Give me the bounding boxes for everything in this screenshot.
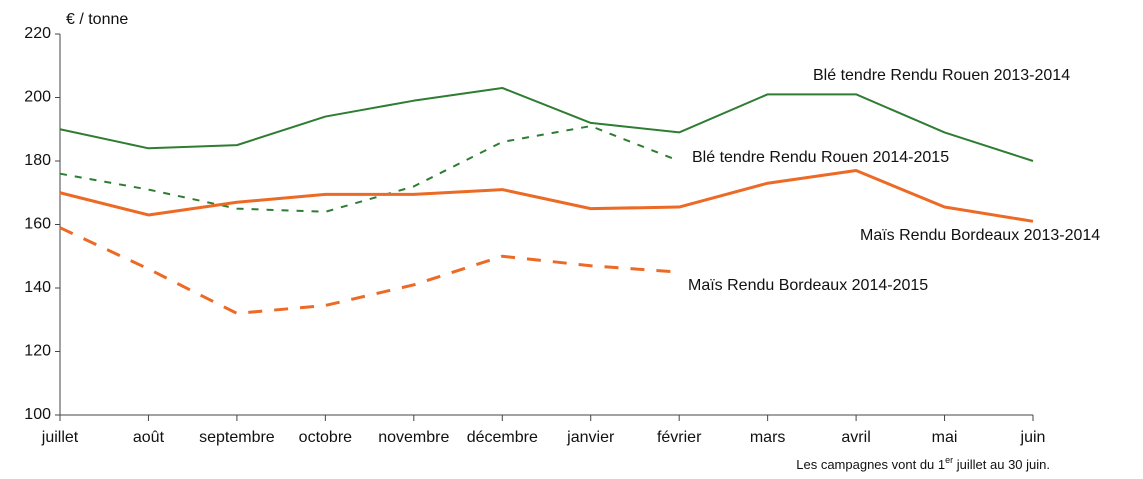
y-axis-label: € / tonne (66, 11, 128, 28)
x-tick-label: novembre (378, 429, 449, 446)
x-tick-label: mai (932, 429, 958, 446)
y-tick-label: 120 (24, 343, 51, 360)
x-tick-label: octobre (299, 429, 352, 446)
x-tick-label: février (657, 429, 702, 446)
y-tick-label: 160 (24, 216, 51, 233)
series-line (59, 86, 1034, 162)
x-tick-label: avril (841, 429, 870, 446)
x-tick-label: décembre (467, 429, 538, 446)
series-line (59, 226, 680, 315)
series-label: Blé tendre Rendu Rouen 2013-2014 (813, 67, 1070, 84)
footnote-text: juillet au 30 juin. (953, 457, 1050, 472)
x-tick-label: janvier (566, 429, 615, 446)
series-label: Blé tendre Rendu Rouen 2014-2015 (692, 149, 949, 166)
x-tick-label: juillet (41, 429, 79, 446)
y-tick-label: 220 (24, 25, 51, 42)
x-tick-label: juin (1020, 429, 1046, 446)
y-tick-label: 200 (24, 89, 51, 106)
series-line (59, 125, 680, 213)
footnote-sup: er (945, 455, 953, 465)
series-label: Maïs Rendu Bordeaux 2014-2015 (688, 277, 928, 294)
series-line (59, 169, 1034, 223)
footnote: Les campagnes vont du 1er juillet au 30 … (796, 455, 1050, 472)
x-tick-label: mars (750, 429, 786, 446)
y-tick-label: 180 (24, 152, 51, 169)
x-tick-label: août (133, 429, 165, 446)
x-tick-label: septembre (199, 429, 275, 446)
series-label: Maïs Rendu Bordeaux 2013-2014 (860, 227, 1100, 244)
footnote-text: Les campagnes vont du 1 (796, 457, 945, 472)
y-tick-label: 140 (24, 279, 51, 296)
y-tick-label: 100 (24, 406, 51, 423)
